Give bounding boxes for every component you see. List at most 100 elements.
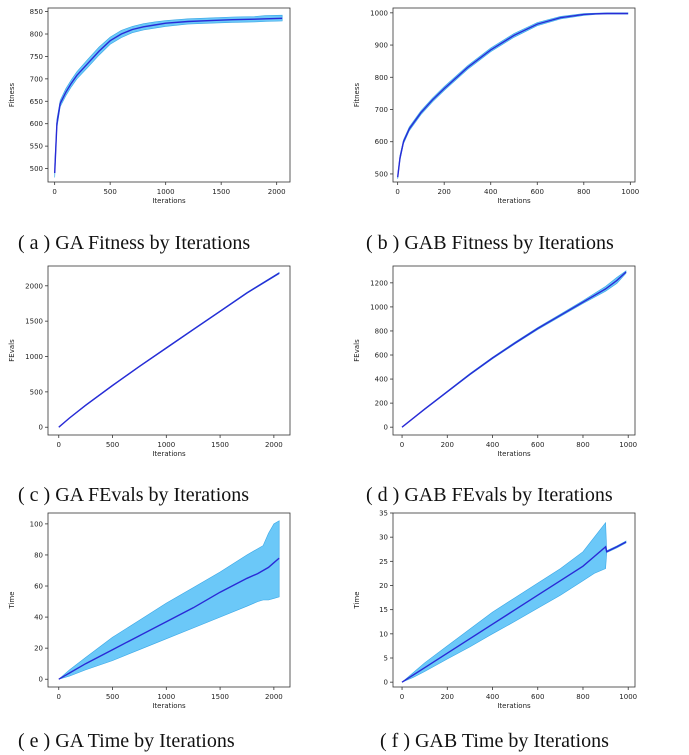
y-tick-label: 750 bbox=[30, 53, 43, 61]
y-tick-label: 20 bbox=[34, 645, 43, 653]
y-tick-label: 800 bbox=[30, 31, 43, 39]
y-tick-label: 35 bbox=[379, 510, 388, 518]
chart-panel-f: 0 200 400 600 800 1000 0 5 10 15 20 25 30 35 Iteration… bbox=[345, 505, 645, 715]
y-axis-label: Fitness bbox=[353, 83, 361, 108]
x-tick-label: 400 bbox=[486, 441, 499, 449]
plot-frame bbox=[392, 512, 636, 688]
chart-panel-e: 0 500 1000 1500 2000 0 20 40 60 80 100 Iterations Ti… bbox=[0, 505, 300, 715]
y-tick-label: 400 bbox=[375, 376, 388, 384]
y-tick-label: 0 bbox=[384, 424, 388, 432]
chart-panel-a: 0 500 1000 1500 2000 500 550 600 650 700 750 800 850… bbox=[0, 0, 300, 210]
y-tick-label: 800 bbox=[375, 74, 388, 82]
y-tick-label: 1000 bbox=[370, 303, 388, 311]
x-tick-label: 2000 bbox=[265, 441, 283, 449]
y-tick-label: 10 bbox=[379, 630, 388, 638]
x-tick-label: 1500 bbox=[211, 441, 229, 449]
y-tick-label: 600 bbox=[375, 352, 388, 360]
x-axis-label: Iterations bbox=[152, 197, 186, 205]
y-tick-label: 200 bbox=[375, 400, 388, 408]
y-tick-label: 15 bbox=[379, 606, 388, 614]
x-tick-label: 800 bbox=[576, 693, 589, 701]
y-tick-label: 500 bbox=[30, 165, 43, 173]
y-tick-label: 0 bbox=[39, 424, 43, 432]
x-tick-label: 400 bbox=[484, 188, 497, 196]
plot-frame bbox=[47, 7, 291, 183]
x-tick-label: 0 bbox=[52, 188, 56, 196]
x-tick-label: 1000 bbox=[157, 188, 175, 196]
x-axis-label: Iterations bbox=[497, 197, 531, 205]
series-band-0 bbox=[58, 271, 280, 428]
x-tick-label: 1500 bbox=[211, 693, 229, 701]
y-tick-label: 25 bbox=[379, 558, 388, 566]
caption-c: ( c ) GA FEvals by Iterations bbox=[18, 484, 250, 506]
x-tick-label: 2000 bbox=[265, 693, 283, 701]
y-axis-label: Time bbox=[353, 591, 361, 609]
y-tick-label: 700 bbox=[30, 75, 43, 83]
x-tick-label: 200 bbox=[441, 693, 454, 701]
plot-frame bbox=[392, 7, 636, 183]
series-mean-line-0 bbox=[54, 17, 283, 174]
chart-panel-c: 0 500 1000 1500 2000 0 500 1000 1500 2000 Iteratio… bbox=[0, 258, 300, 463]
x-axis-label: Iterations bbox=[497, 702, 531, 710]
plot-frame bbox=[47, 265, 291, 436]
chart-b: 0 200 400 600 800 1000 500 600 700 800 900 1000 Iter… bbox=[353, 7, 639, 205]
y-tick-label: 5 bbox=[384, 655, 388, 663]
x-tick-label: 200 bbox=[438, 188, 451, 196]
y-tick-label: 900 bbox=[375, 42, 388, 50]
chart-panel-d: 0 200 400 600 800 1000 0 200 400 600 800 1000 1200 It… bbox=[345, 258, 645, 463]
y-tick-label: 650 bbox=[30, 98, 43, 106]
y-tick-label: 1000 bbox=[25, 353, 43, 361]
y-tick-label: 1500 bbox=[25, 318, 43, 326]
y-tick-label: 0 bbox=[39, 676, 43, 684]
x-tick-label: 500 bbox=[106, 441, 119, 449]
y-tick-label: 700 bbox=[375, 106, 388, 114]
y-axis-label: Time bbox=[8, 591, 16, 609]
series-mean-line-0 bbox=[58, 557, 280, 680]
caption-f: ( f ) GAB Time by Iterations bbox=[380, 730, 609, 752]
series-mean-line-0 bbox=[58, 272, 280, 428]
x-axis-label: Iterations bbox=[152, 702, 186, 710]
x-tick-label: 500 bbox=[106, 693, 119, 701]
y-tick-label: 2000 bbox=[25, 282, 43, 290]
x-tick-label: 200 bbox=[441, 441, 454, 449]
x-tick-label: 0 bbox=[395, 188, 399, 196]
x-tick-label: 500 bbox=[103, 188, 116, 196]
chart-f: 0 200 400 600 800 1000 0 5 10 15 20 25 30 35 Iteration… bbox=[353, 510, 637, 711]
series-band-0 bbox=[401, 521, 627, 683]
chart-e: 0 500 1000 1500 2000 0 20 40 60 80 100 Iterations Ti… bbox=[8, 512, 291, 710]
x-tick-label: 400 bbox=[486, 693, 499, 701]
y-tick-label: 30 bbox=[379, 534, 388, 542]
x-tick-label: 0 bbox=[400, 693, 404, 701]
x-tick-label: 600 bbox=[531, 693, 544, 701]
y-axis-label: FEvals bbox=[8, 339, 16, 362]
series-band-0 bbox=[54, 14, 283, 178]
y-tick-label: 60 bbox=[34, 583, 43, 591]
chart-c: 0 500 1000 1500 2000 0 500 1000 1500 2000 Iteratio… bbox=[8, 265, 291, 458]
x-tick-label: 600 bbox=[531, 188, 544, 196]
x-tick-label: 800 bbox=[577, 188, 590, 196]
chart-d: 0 200 400 600 800 1000 0 200 400 600 800 1000 1200 It… bbox=[353, 265, 637, 458]
y-tick-label: 80 bbox=[34, 551, 43, 559]
x-axis-label: Iterations bbox=[497, 450, 531, 458]
x-tick-label: 1000 bbox=[619, 693, 637, 701]
y-tick-label: 850 bbox=[30, 8, 43, 16]
x-tick-label: 1000 bbox=[619, 441, 637, 449]
caption-b: ( b ) GAB Fitness by Iterations bbox=[366, 232, 614, 254]
x-tick-label: 1500 bbox=[212, 188, 230, 196]
y-tick-label: 0 bbox=[384, 679, 388, 687]
y-tick-label: 20 bbox=[379, 582, 388, 590]
series-mean-line-0 bbox=[401, 271, 627, 428]
y-tick-label: 100 bbox=[30, 520, 43, 528]
series-band-0 bbox=[58, 520, 280, 680]
plot-frame bbox=[47, 512, 291, 688]
x-axis-label: Iterations bbox=[152, 450, 186, 458]
series-mean-line-0 bbox=[401, 541, 627, 683]
x-tick-label: 600 bbox=[531, 441, 544, 449]
chart-a: 0 500 1000 1500 2000 500 550 600 650 700 750 800 850… bbox=[8, 7, 291, 205]
y-tick-label: 40 bbox=[34, 614, 43, 622]
series-band-0 bbox=[397, 12, 629, 179]
series-mean-line-0 bbox=[397, 12, 628, 178]
x-tick-label: 0 bbox=[57, 693, 61, 701]
y-axis-label: Fitness bbox=[8, 83, 16, 108]
x-tick-label: 0 bbox=[400, 441, 404, 449]
